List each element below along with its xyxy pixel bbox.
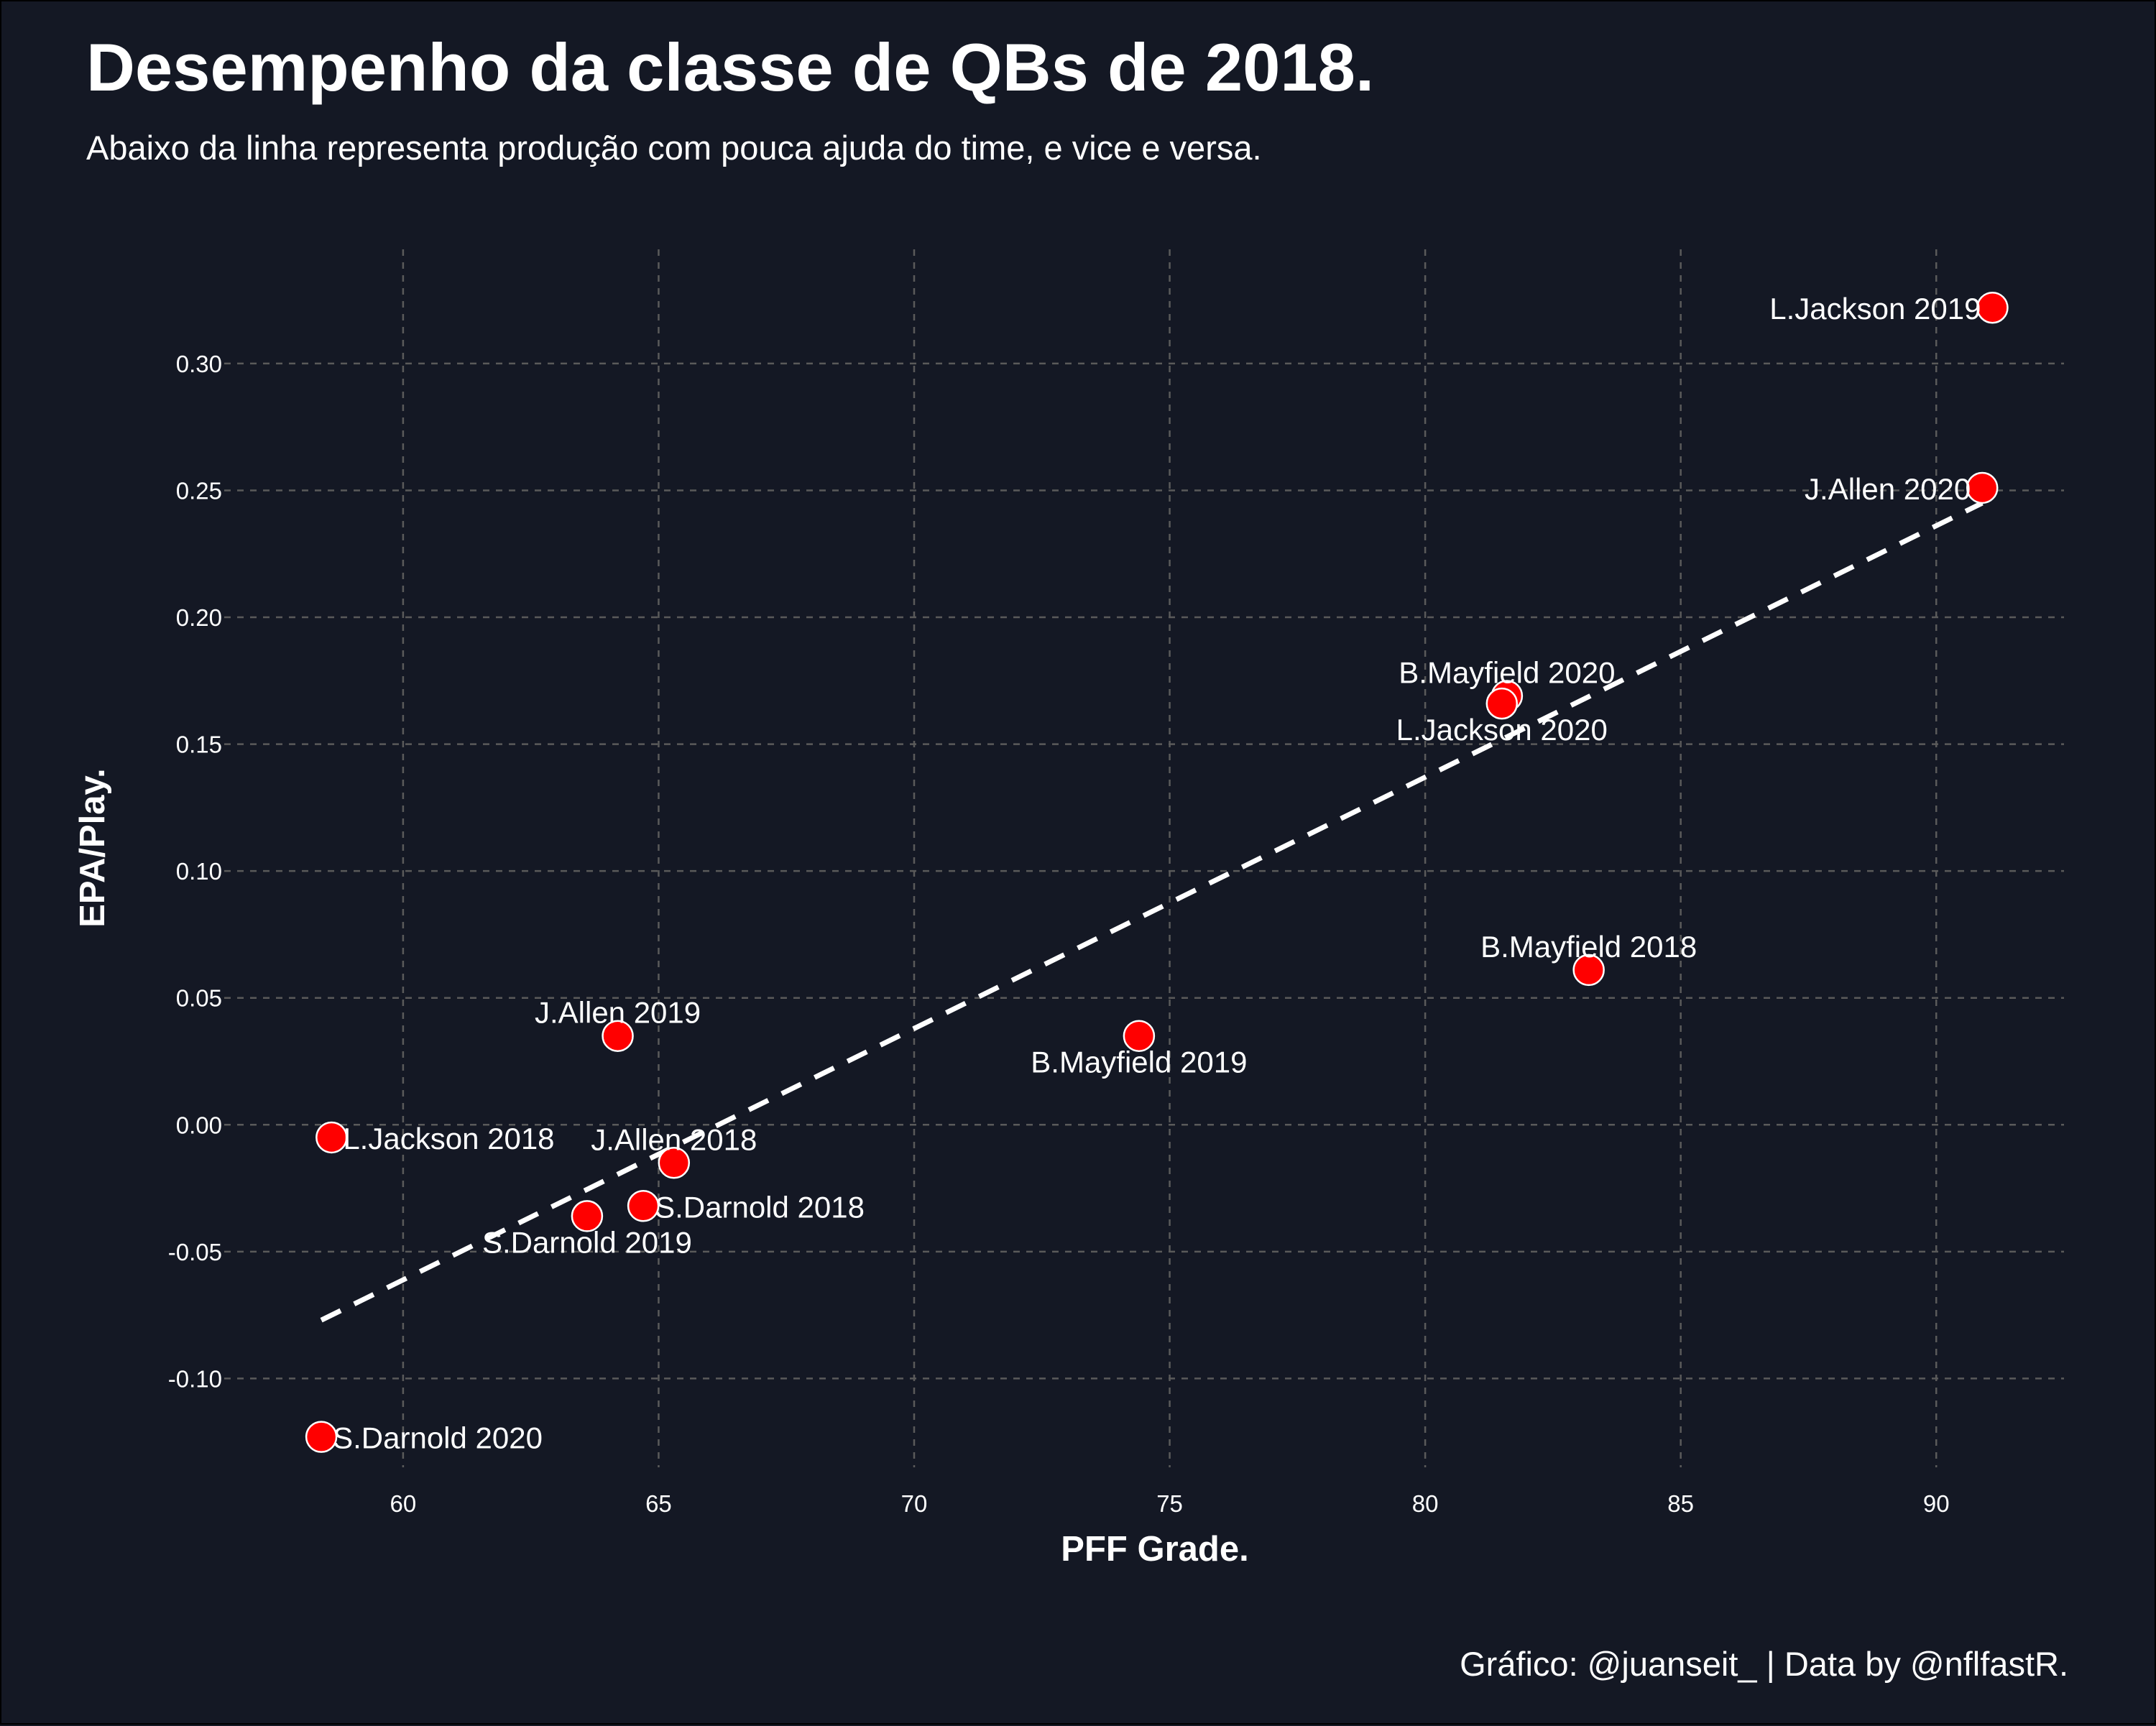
- chart-caption: Gráfico: @juanseit_ | Data by @nflfastR.: [1460, 1645, 2068, 1683]
- data-label: L.Jackson 2019: [1769, 292, 1981, 326]
- x-tick-label: 80: [1412, 1490, 1439, 1517]
- y-tick-label: 0.25: [176, 477, 222, 504]
- data-label: S.Darnold 2020: [333, 1421, 543, 1455]
- data-label: B.Mayfield 2018: [1480, 930, 1697, 964]
- data-point: [1123, 1020, 1156, 1052]
- y-tick-label: -0.05: [168, 1239, 222, 1265]
- data-label: S.Darnold 2019: [482, 1225, 692, 1259]
- data-points: [305, 291, 2009, 1453]
- data-point: [1572, 954, 1605, 987]
- y-tick-label: 0.30: [176, 351, 222, 377]
- x-tick-label: 60: [390, 1490, 417, 1517]
- data-label: J.Allen 2018: [591, 1122, 757, 1156]
- x-tick-label: 85: [1667, 1490, 1694, 1517]
- data-labels: L.Jackson 2019 J.Allen 2020 B.Mayfield 202…: [333, 292, 1981, 1454]
- grid-lines: [224, 249, 2064, 1467]
- data-label: L.Jackson 2020: [1396, 713, 1608, 747]
- chart-subtitle: Abaixo da linha representa produção com …: [86, 129, 1262, 167]
- chart-title: Desempenho da classe de QBs de 2018.: [86, 29, 1375, 105]
- y-tick-label: 0.00: [176, 1112, 222, 1138]
- x-tick-label: 70: [901, 1490, 928, 1517]
- axis-tick-labels: 60 65 70 75 80 85 90 -0.10 -0.05 0.00 0.05 0.10 0.15…: [168, 351, 1950, 1517]
- data-point: [627, 1190, 660, 1222]
- data-point: [602, 1020, 634, 1052]
- y-tick-label: -0.10: [168, 1365, 222, 1392]
- data-point: [1976, 291, 2009, 324]
- data-label: J.Allen 2020: [1805, 472, 1971, 506]
- x-axis-label: PFF Grade.: [1061, 1530, 1248, 1569]
- data-label: L.Jackson 2018: [343, 1122, 554, 1155]
- data-label: S.Darnold 2018: [655, 1190, 865, 1224]
- y-tick-label: 0.10: [176, 858, 222, 885]
- trend-line: [320, 500, 1984, 1323]
- y-axis-label: EPA/Play.: [73, 768, 112, 928]
- data-point: [658, 1147, 691, 1179]
- data-point: [1485, 687, 1519, 720]
- data-label: J.Allen 2019: [535, 996, 701, 1030]
- x-tick-label: 90: [1923, 1490, 1950, 1517]
- x-tick-label: 75: [1156, 1490, 1183, 1517]
- x-tick-label: 65: [645, 1490, 672, 1517]
- data-point: [1966, 471, 1999, 504]
- data-label: B.Mayfield 2019: [1031, 1046, 1247, 1079]
- data-label: B.Mayfield 2020: [1399, 656, 1615, 690]
- data-point: [315, 1121, 348, 1154]
- data-point: [571, 1200, 604, 1232]
- y-tick-label: 0.15: [176, 732, 222, 758]
- trend-line-group: [320, 500, 1984, 1323]
- y-tick-label: 0.05: [176, 985, 222, 1012]
- data-point: [305, 1421, 338, 1453]
- y-tick-label: 0.20: [176, 604, 222, 631]
